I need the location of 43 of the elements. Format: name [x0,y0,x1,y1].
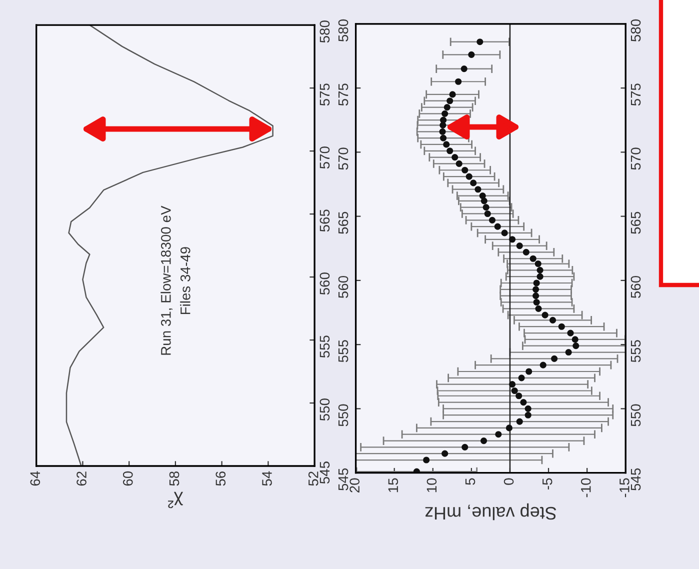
y2-tick-label: 545 [338,468,348,490]
x-tick-label: 10 [426,478,437,492]
y2-tick-label: 555 [338,340,348,362]
y-tick-label: 570 [320,146,330,169]
y-tick-label: 575 [320,84,330,106]
y2-tick-label: 550 [338,404,348,426]
y-tick-label: 565 [320,210,330,232]
y2-tick-label: 580 [338,19,348,42]
y-tick-label: 545 [320,462,330,484]
y-tick-label: 570 [630,148,641,170]
y-tick-label: 560 [320,272,330,295]
x-tick-label: 20 [350,478,360,492]
y2-tick-label: 560 [338,276,348,298]
y-tick-label: 565 [630,212,641,234]
y-tick-label: 550 [630,404,641,426]
x-tick-label: 62 [76,472,86,486]
y-tick-label: 550 [320,398,330,421]
x-tick-label: 5 [465,478,476,485]
y2-tick-label: 570 [338,148,348,170]
x-axis-title: Step value, mHz [425,503,556,520]
x-tick-label: -15 [620,478,630,498]
y2-tick-label: 565 [338,212,348,234]
x-tick-label: -10 [580,478,591,498]
annotation: Files 34-49 [180,247,190,314]
x-axis-title: χ² [168,492,184,508]
x-tick-label: 56 [216,471,226,486]
x-tick-label: 54 [262,471,272,486]
x-tick-label: 52 [308,472,318,486]
annotation: Run 31, Elow=18300 eV [160,206,172,355]
x-tick-label: -5 [542,478,552,490]
x-tick-label: 0 [504,478,514,485]
x-tick-label: 15 [388,478,398,492]
y-tick-label: 545 [630,468,641,490]
x-tick-label: 60 [122,471,133,486]
y-tick-label: 580 [630,19,641,42]
y-tick-label: 580 [320,20,330,43]
x-tick-label: 58 [169,471,180,486]
y2-tick-label: 575 [338,84,348,106]
y-tick-label: 560 [630,276,641,298]
y-tick-label: 555 [320,336,330,358]
x-tick-label: 64 [30,471,40,486]
y-tick-label: 575 [630,84,641,106]
y-tick-label: 555 [630,340,641,362]
